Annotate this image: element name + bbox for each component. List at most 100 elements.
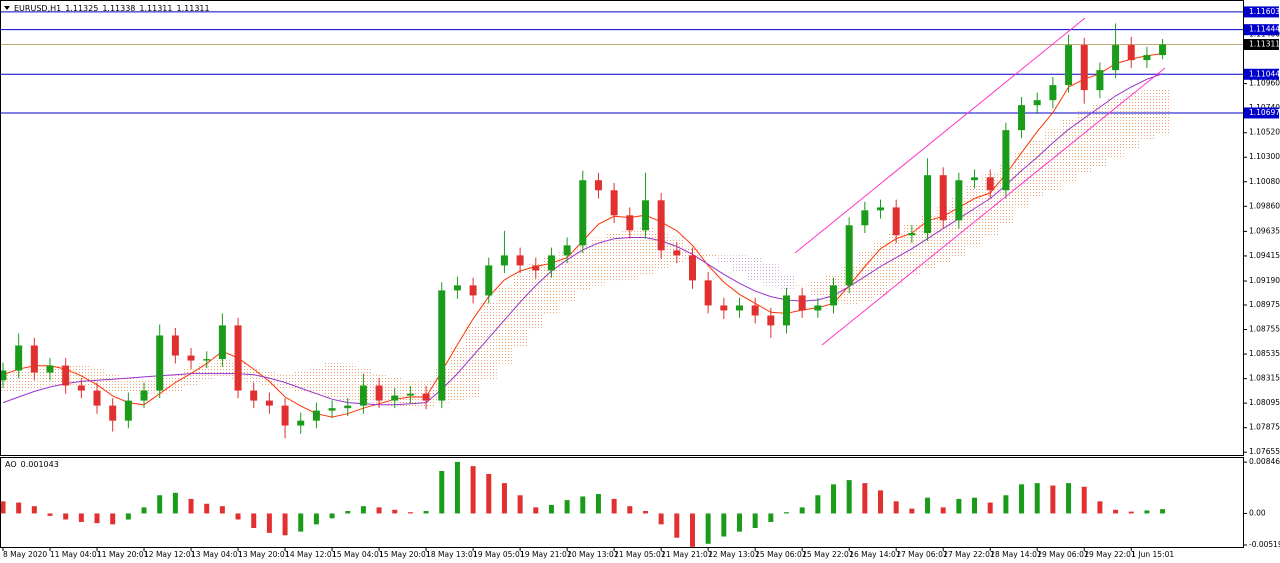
candle-body [312,410,320,421]
cloud-band [559,252,575,303]
cloud-band [1139,90,1155,141]
ao-bar [1097,501,1103,514]
candle-body [594,180,602,191]
x-tick-label: 22 May 13:01 [708,550,760,559]
ao-bar [1160,509,1166,514]
candle-body [1018,105,1026,131]
candle-body [1049,85,1057,101]
candle-body [406,393,414,396]
candle-body [1127,45,1135,61]
ao-bar [799,507,805,514]
candle-body [469,285,477,296]
ao-bar [595,494,601,514]
ohlc-value: 1.11338 [102,4,135,13]
candle-body [453,285,461,291]
ao-bar [282,513,288,536]
ao-bar [219,506,225,514]
candle-body [830,285,838,306]
cloud-band [308,366,325,394]
ao-bar [658,513,664,525]
menu-arrow[interactable] [4,6,10,10]
x-tick-label: 29 May 06:01 [1037,550,1089,559]
ao-bar [486,474,492,514]
candle-body [626,215,634,231]
y-tick-label: 1.10080 [1249,177,1280,186]
candle-body [767,315,775,326]
candle-body [908,233,916,236]
ao-bar [1003,495,1009,514]
ao-bar [423,511,429,514]
main-frame [0,0,1244,456]
cloud-band [1123,92,1140,149]
y-tick-label: 1.07655 [1249,447,1280,456]
ao-bar [454,461,460,514]
x-tick-label: 12 May 12:01 [144,550,196,559]
ao-bar [1081,486,1087,514]
candle-body [265,400,273,406]
y-tick-label: 1.08535 [1249,349,1280,358]
candle-body [971,177,979,181]
y-tick-label: 1.09190 [1249,276,1280,285]
candle-body [563,245,571,256]
trend-line [821,67,1166,346]
ao-bar [846,480,852,514]
candle-body [877,207,885,211]
cloud-band [89,369,105,390]
ao-bar [501,483,507,514]
cloud-band [527,263,544,331]
ao-bar [784,512,789,514]
plot [0,11,1243,547]
candle-body [1080,45,1088,91]
chart-header: EURUSD,H1 1.11325 1.11338 1.11311 1.11311 [14,4,210,13]
ao-bar [1066,483,1072,514]
y-tick-label: 1.08315 [1249,374,1280,383]
y-tick-label: 0.008465 [1249,457,1280,466]
ao-name: AO [5,460,17,469]
cloud-band [590,237,607,286]
cloud-band [1154,88,1171,135]
candle-body [673,250,681,256]
candle-body [861,210,869,226]
ao-value: 0.001043 [21,460,59,469]
candle-body [1143,55,1151,61]
cloud-band [1092,103,1108,167]
candle-body [783,295,790,326]
ao-bar [94,513,100,524]
ao-bar [266,513,272,533]
candle-body [328,408,336,411]
candle-body [485,265,493,296]
ao-bar [204,503,210,514]
cloud-band [1029,140,1046,197]
cloud-band [465,324,481,398]
x-tick-label: 21 May 05:01 [614,550,666,559]
ao-bar [235,513,241,520]
x-tick-label: 27 May 22:01 [943,550,995,559]
level-box [1244,107,1279,119]
candle-body [1065,45,1073,86]
ao-bar [815,495,821,514]
candle-body [422,393,430,401]
candle-body [297,420,305,426]
ao-bar [439,470,445,514]
candle-body [798,295,806,311]
ao-bar [564,500,570,514]
ao-bar [125,513,131,520]
y-tick-label: 0.00 [1249,508,1266,517]
ao-bar [313,513,319,525]
ao-bar [987,502,993,514]
cloud-band [277,374,293,390]
y-tick-label: 1.10960 [1249,79,1280,88]
ao-bar [768,513,774,522]
cloud-band [574,244,591,292]
x-tick-label: 11 May 04:01 [50,550,102,559]
cloud-band [763,263,779,286]
ao-bar [157,495,163,514]
ao-bar [392,509,398,514]
candle-body [62,365,70,386]
candle-body [391,395,399,401]
ao-bar [674,513,680,538]
ao-bar [548,504,554,514]
cloud-band [104,373,121,392]
candle-body [641,200,649,231]
